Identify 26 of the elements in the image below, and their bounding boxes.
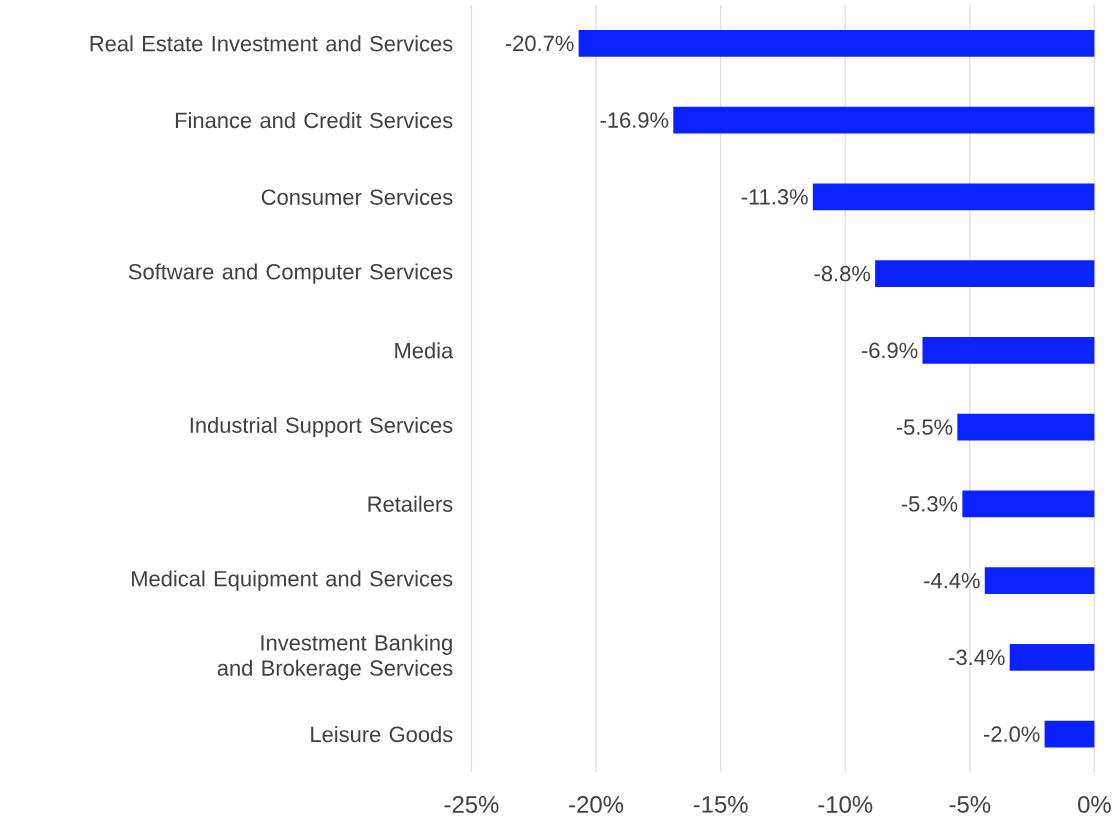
- data-label: -3.4%: [949, 649, 1005, 665]
- data-label: -5.5%: [896, 419, 953, 435]
- y-tick-label: Finance and Credit Services: [175, 111, 453, 129]
- x-tick-label: -15%: [693, 795, 748, 813]
- data-label: -16.9%: [600, 112, 669, 128]
- y-tick-label: Leisure Goods: [311, 725, 453, 743]
- x-tick-label: 0%: [1078, 795, 1111, 813]
- data-label: -8.8%: [814, 265, 871, 282]
- y-tick-label: Consumer Services: [261, 188, 453, 205]
- y-tick-label: Investment Banking and Brokerage Services: [217, 634, 453, 681]
- data-label: -4.4%: [924, 572, 980, 589]
- y-tick-label: Industrial Support Services: [190, 416, 453, 438]
- data-label: -11.3%: [741, 188, 808, 205]
- y-tick-label: Software and Computer Services: [128, 263, 453, 284]
- x-tick-label: -25%: [444, 795, 499, 813]
- data-label: -20.7%: [505, 35, 574, 52]
- data-label: -5.3%: [901, 495, 958, 512]
- x-tick-label: -5%: [949, 795, 991, 813]
- x-tick-label: -10%: [818, 795, 873, 813]
- y-tick-label: Medical Equipment and Services: [132, 570, 453, 591]
- y-tick-label: Real Estate Investment and Services: [90, 35, 453, 52]
- data-label: -2.0%: [984, 726, 1040, 742]
- x-tick-label: -20%: [569, 795, 624, 813]
- y-tick-label: Media: [395, 342, 454, 359]
- y-tick-label: Retailers: [368, 495, 453, 512]
- data-label: -6.9%: [861, 342, 918, 359]
